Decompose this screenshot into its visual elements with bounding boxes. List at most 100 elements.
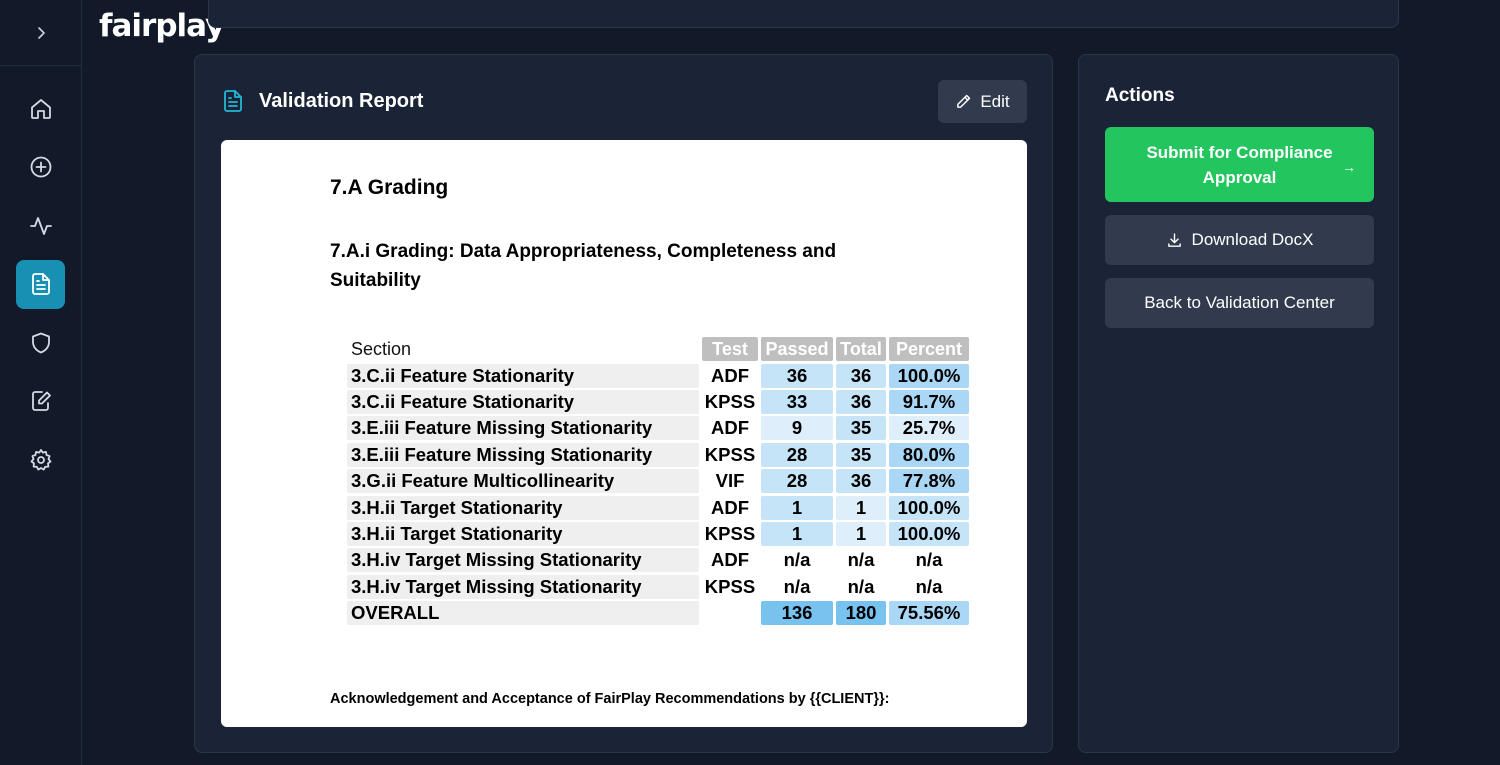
arrow-right-icon: → [1342,159,1356,175]
cell-passed: 1 [761,495,833,520]
cell-passed: n/a [783,575,811,597]
edit-document-icon [31,391,51,411]
sidebar-item-reports[interactable] [16,259,65,309]
sidebar-item-activity[interactable] [16,201,65,250]
table-row: 3.G.ii Feature Multicollinearity VIF 28 … [347,468,971,494]
cell-percent: 100.0% [889,495,969,520]
cell-test: KPSS [704,390,756,412]
download-icon [1167,232,1181,247]
fairplay-logo: fairplay [99,8,225,44]
cell-total: 1 [836,521,886,546]
cell-total: 35 [836,416,886,441]
doc-acknowledgement: Acknowledgement and Acceptance of FairPl… [330,691,890,707]
cell-total: 1 [836,495,886,520]
header-percent: Percent [889,337,969,362]
edit-button-label: Edit [980,91,1010,111]
cell-percent: 80.0% [889,442,969,467]
table-row: 3.E.iii Feature Missing Stationarity KPS… [347,442,971,468]
sidebar-nav [16,84,65,494]
download-docx-button[interactable]: Download DocX [1105,215,1374,265]
header-total: Total [836,337,886,362]
sidebar-item-edit[interactable] [16,377,65,426]
cell-section: 3.G.ii Feature Multicollinearity [347,469,699,494]
shield-icon [31,332,50,353]
table-row: 3.H.ii Target Stationarity KPSS 1 1 100.… [347,521,971,547]
sidebar-item-security[interactable] [16,318,65,367]
cell-section: OVERALL [347,601,699,626]
grading-table: Section Test Passed Total Percent 3.C.ii… [347,336,971,626]
cell-total: 180 [836,601,886,626]
cell-percent: n/a [915,575,943,597]
gear-icon [30,448,51,470]
cell-section: 3.E.iii Feature Missing Stationarity [347,416,699,441]
cell-total: 36 [836,469,886,494]
doc-subheading: 7.A.i Grading: Data Appropriateness, Com… [330,241,837,291]
report-title: Validation Report [259,89,424,112]
cell-test: ADF [710,496,750,518]
back-label: Back to Validation Center [1144,293,1335,312]
header-section: Section [351,338,412,359]
cell-percent: 100.0% [889,521,969,546]
edit-button[interactable]: Edit [938,80,1027,123]
table-header-row: Section Test Passed Total Percent [347,336,971,362]
cell-total: 35 [836,442,886,467]
report-document: 7.A Grading 7.A.i Grading: Data Appropri… [221,140,1027,727]
document-icon [31,273,50,295]
top-panel [208,0,1399,28]
cell-test: VIF [715,470,745,492]
cell-passed: 136 [761,601,833,626]
sidebar-item-new[interactable] [16,143,65,192]
table-row: 3.H.iv Target Missing Stationarity ADF n… [347,547,971,573]
doc-heading: 7.A Grading [330,176,449,199]
cell-section: 3.H.ii Target Stationarity [347,495,699,520]
table-row-overall: OVERALL 136 180 75.56% [347,600,971,626]
cell-section: 3.E.iii Feature Missing Stationarity [347,442,699,467]
submit-compliance-button[interactable]: Submit for Compliance Approval → [1105,127,1374,202]
cell-percent: 100.0% [889,363,969,388]
cell-passed: 28 [761,469,833,494]
header-test: Test [702,337,758,362]
download-docx-label: Download DocX [1191,230,1314,249]
cell-test: ADF [710,364,750,386]
sidebar-item-home[interactable] [16,84,65,133]
chevron-right-icon [38,26,45,39]
cell-percent: 77.8% [889,469,969,494]
cell-section: 3.H.ii Target Stationarity [347,521,699,546]
cell-passed: n/a [783,549,811,571]
cell-section: 3.H.iv Target Missing Stationarity [347,548,699,573]
cell-passed: 28 [761,442,833,467]
cell-section: 3.C.ii Feature Stationarity [347,389,699,414]
cell-test: ADF [710,417,750,439]
cell-passed: 9 [761,416,833,441]
table-row: 3.H.iv Target Missing Stationarity KPSS … [347,574,971,600]
cell-test: KPSS [704,522,756,544]
table-row: 3.C.ii Feature Stationarity ADF 36 36 10… [347,362,971,388]
cell-percent: n/a [915,549,943,571]
cell-section: 3.H.iv Target Missing Stationarity [347,574,699,599]
sidebar-item-settings[interactable] [16,435,65,484]
cell-section: 3.C.ii Feature Stationarity [347,363,699,388]
sidebar-expand-button[interactable] [0,0,82,66]
cell-test [702,601,758,625]
validation-report-panel: Validation Report Edit 7.A Grading 7.A.i… [194,54,1053,753]
cell-passed: 33 [761,389,833,414]
cell-passed: 1 [761,521,833,546]
back-to-validation-center-button[interactable]: Back to Validation Center [1105,278,1374,328]
report-header: Validation Report [221,89,423,113]
actions-panel: Actions Submit for Compliance Approval →… [1078,54,1399,753]
activity-icon [29,216,52,235]
table-row: 3.H.ii Target Stationarity ADF 1 1 100.0… [347,494,971,520]
document-icon [224,90,242,112]
plus-circle-icon [30,156,51,178]
cell-total: n/a [847,549,875,571]
pencil-icon [957,94,971,108]
table-row: 3.E.iii Feature Missing Stationarity ADF… [347,415,971,441]
home-icon [30,98,51,119]
submit-compliance-label: Submit for Compliance Approval [1146,142,1333,187]
cell-total: n/a [847,575,875,597]
cell-test: ADF [710,549,750,571]
table-row: 3.C.ii Feature Stationarity KPSS 33 36 9… [347,389,971,415]
cell-test: KPSS [704,575,756,597]
sidebar [0,0,82,765]
actions-title: Actions [1105,85,1175,106]
